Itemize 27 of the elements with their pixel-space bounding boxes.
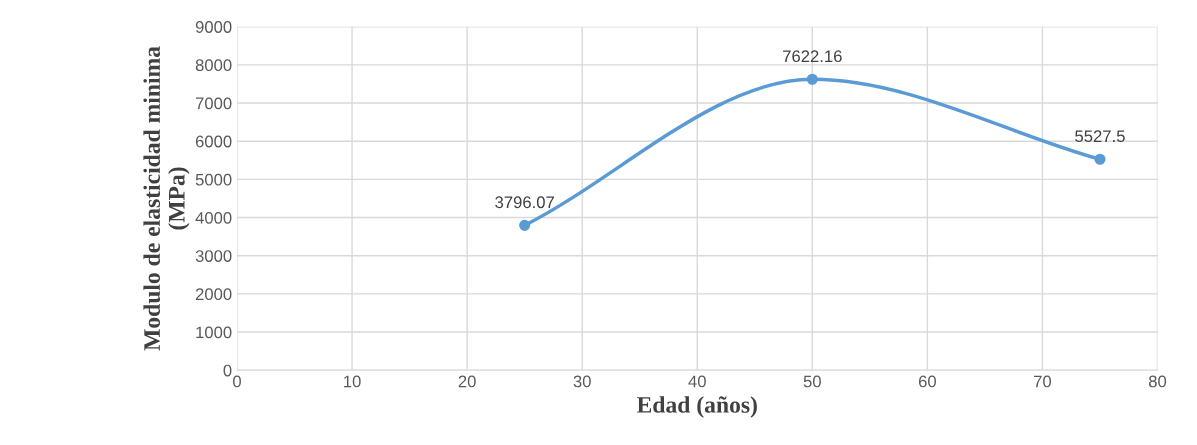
x-tick-label: 80 xyxy=(1148,375,1167,388)
y-tick-label: 9000 xyxy=(195,21,232,33)
data-label: 3796.07 xyxy=(495,196,554,209)
y-tick-label: 0 xyxy=(223,364,232,377)
y-tick-label: 7000 xyxy=(195,97,232,110)
x-tick-label: 0 xyxy=(233,375,241,388)
y-tick-label: 6000 xyxy=(195,135,232,148)
point xyxy=(519,219,531,231)
y-axis-title: Modulo de elasticidad minima (MPa) xyxy=(143,46,190,351)
y-tick-label: 3000 xyxy=(195,250,232,262)
x-tick-label: 50 xyxy=(803,375,821,388)
x-tick-label: 10 xyxy=(344,375,361,388)
x-tick-label: 40 xyxy=(688,375,706,388)
point xyxy=(1094,153,1106,165)
x-tick-label: 60 xyxy=(918,375,936,388)
data-label: 5527.5 xyxy=(1075,130,1125,143)
y-tick-label: 4000 xyxy=(195,211,232,224)
x-axis-title: Edad (años) xyxy=(636,396,757,418)
y-tick-label: 1000 xyxy=(196,326,232,339)
x-tick-label: 30 xyxy=(573,375,591,388)
x-tick-label: 70 xyxy=(1034,375,1052,388)
point xyxy=(806,73,818,85)
data-label: 7622.16 xyxy=(783,50,842,63)
y-tick-label: 5000 xyxy=(195,173,232,186)
x-tick-label: 20 xyxy=(458,375,476,388)
y-tick-label: 8000 xyxy=(195,59,232,72)
y-tick-label: 2000 xyxy=(195,288,232,301)
